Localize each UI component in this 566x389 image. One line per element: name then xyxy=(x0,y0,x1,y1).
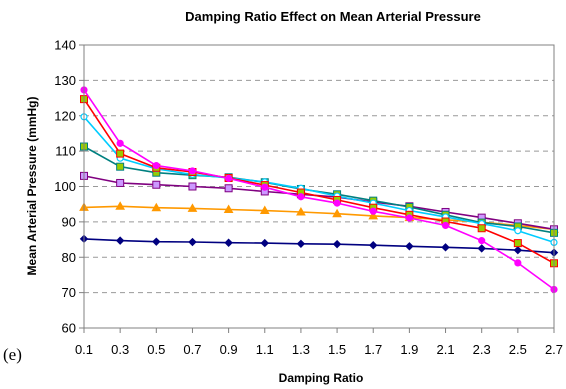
y-axis-label: Mean Arterial Pressure (mmHg) xyxy=(25,97,39,276)
series-line xyxy=(83,98,555,264)
y-tick-label: 140 xyxy=(54,38,76,53)
series-line xyxy=(83,89,555,291)
series-line xyxy=(83,238,555,254)
data-point xyxy=(513,245,523,255)
data-point xyxy=(368,210,379,220)
data-point xyxy=(259,205,270,215)
y-tick-label: 70 xyxy=(62,285,76,300)
y-tick-label: 60 xyxy=(62,321,76,336)
data-point xyxy=(369,207,377,215)
data-point xyxy=(224,238,233,247)
y-axis-ticks: 60 70 80 90 100 110 120 130 140 xyxy=(54,38,84,336)
series-1 xyxy=(79,234,559,257)
data-point xyxy=(152,180,161,189)
y-tick-label: 80 xyxy=(62,250,76,265)
data-point xyxy=(187,203,198,212)
x-tick-label: 1.9 xyxy=(400,342,418,357)
x-tick-label: 0.5 xyxy=(147,342,165,357)
x-tick-label: 2.1 xyxy=(436,342,454,357)
data-point xyxy=(261,183,269,191)
data-series xyxy=(79,86,559,294)
data-point xyxy=(116,162,125,171)
data-point xyxy=(441,221,450,230)
y-tick-label: 130 xyxy=(54,73,76,88)
data-point xyxy=(369,241,378,250)
x-tick-label: 1.5 xyxy=(328,342,346,357)
data-point xyxy=(151,202,162,212)
x-tick-label: 1.7 xyxy=(364,342,382,357)
data-point xyxy=(478,237,486,245)
data-point xyxy=(223,204,234,213)
data-point xyxy=(188,237,197,247)
data-point xyxy=(260,238,269,248)
series-line xyxy=(83,116,555,244)
data-point xyxy=(441,243,450,252)
data-point xyxy=(296,239,306,249)
data-point xyxy=(152,162,160,170)
y-tick-label: 90 xyxy=(62,214,76,229)
data-point xyxy=(477,244,486,253)
data-point xyxy=(332,208,342,218)
data-point xyxy=(296,206,306,216)
data-point xyxy=(116,139,124,147)
y-tick-label: 100 xyxy=(54,179,76,194)
x-tick-label: 0.7 xyxy=(183,342,201,357)
data-point xyxy=(405,242,414,251)
data-point xyxy=(224,184,233,193)
data-point xyxy=(514,259,522,267)
data-point xyxy=(297,193,305,201)
data-point xyxy=(514,227,522,235)
data-point xyxy=(513,239,522,248)
data-point xyxy=(333,199,341,207)
data-point xyxy=(188,182,197,191)
x-axis-label: Damping Ratio xyxy=(279,371,364,385)
data-point xyxy=(116,149,125,158)
x-tick-label: 1.3 xyxy=(292,342,310,357)
data-point xyxy=(332,239,342,249)
x-tick-label: 1.1 xyxy=(256,342,274,357)
series-2 xyxy=(79,201,559,233)
data-point xyxy=(116,178,125,187)
y-tick-label: 120 xyxy=(54,108,76,123)
data-point xyxy=(115,201,126,210)
chart-title: Damping Ratio Effect on Mean Arterial Pr… xyxy=(185,9,481,24)
y-tick-label: 110 xyxy=(55,144,76,159)
x-tick-label: 2.7 xyxy=(545,342,563,357)
x-tick-label: 2.5 xyxy=(509,342,527,357)
data-point xyxy=(115,236,125,245)
data-point xyxy=(225,174,233,182)
x-axis-ticks: 0.1 0.3 0.5 0.7 0.9 1.1 1.3 1.5 1.7 1.9 2.1 2.3 2.5 2… xyxy=(75,328,563,357)
x-tick-label: 0.1 xyxy=(75,342,93,357)
data-point xyxy=(405,214,413,222)
data-point xyxy=(152,237,161,246)
panel-label: (e) xyxy=(3,345,22,364)
data-point xyxy=(477,224,486,233)
plot-area-frame xyxy=(83,44,555,329)
x-tick-label: 2.3 xyxy=(473,342,491,357)
series-7 xyxy=(80,86,558,294)
data-point xyxy=(188,167,197,175)
x-tick-label: 0.9 xyxy=(220,342,238,357)
x-tick-label: 0.3 xyxy=(111,342,129,357)
